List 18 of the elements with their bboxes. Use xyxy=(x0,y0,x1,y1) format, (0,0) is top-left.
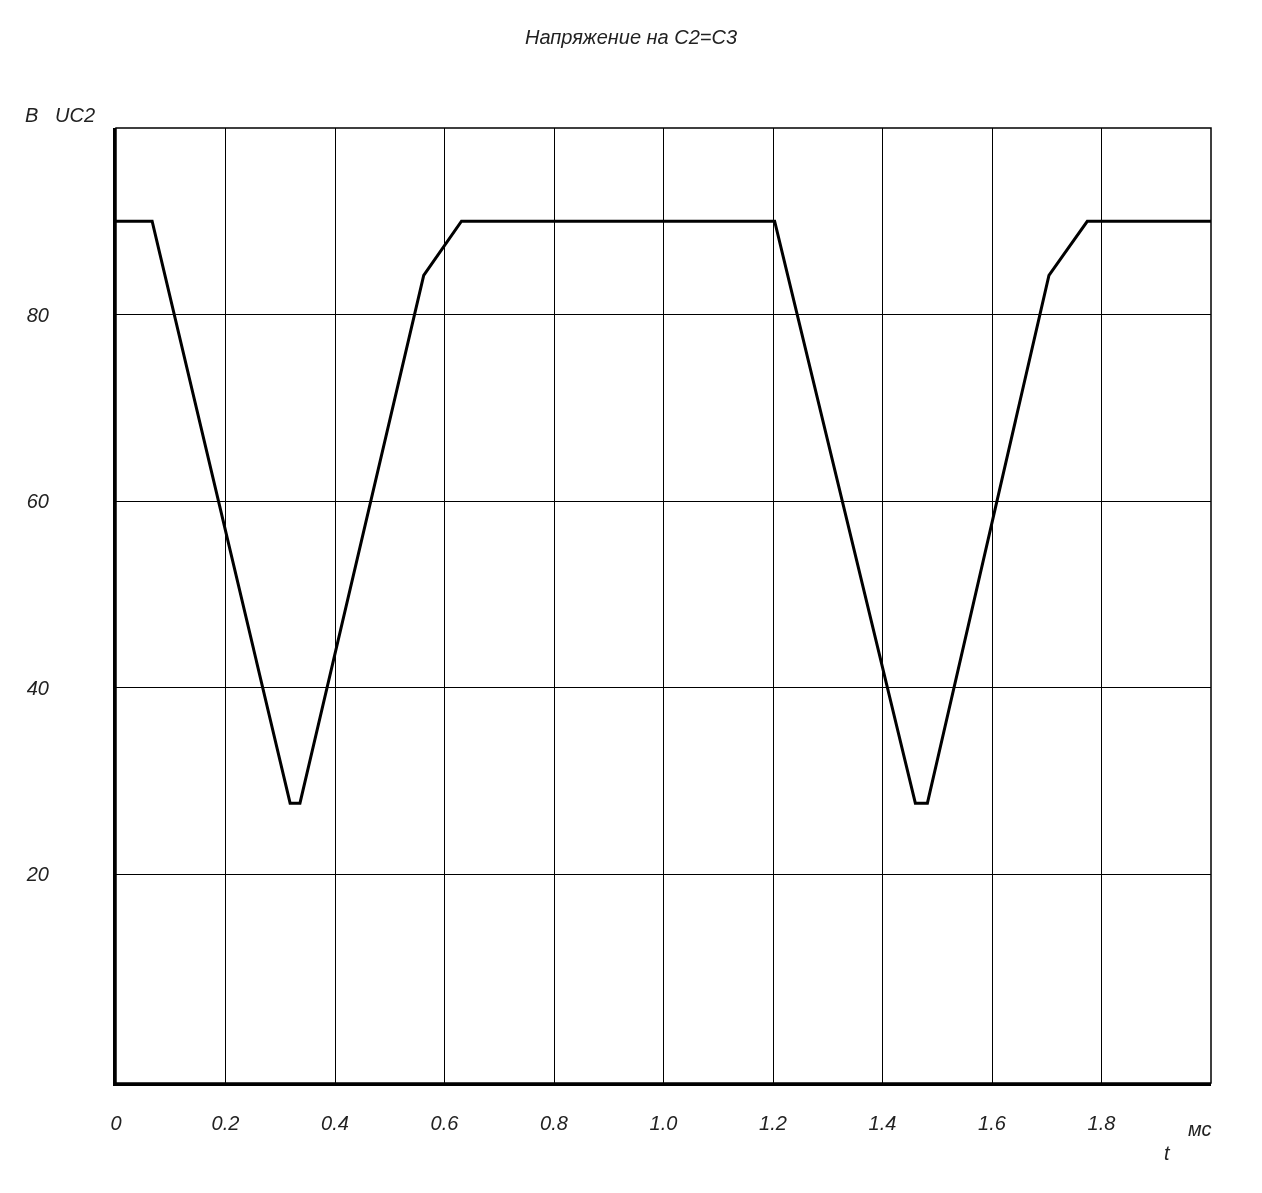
chart-title: Напряжение на С2=С3 xyxy=(524,25,738,48)
x-tick-label: 0 xyxy=(110,1112,122,1134)
x-tick-label: 1.6 xyxy=(978,1112,1007,1134)
x-tick-label: 0.6 xyxy=(430,1112,460,1134)
x-tick-label: 0.2 xyxy=(211,1112,240,1134)
y-tick-label: 60 xyxy=(26,490,49,513)
x-tick-label: 1.0 xyxy=(649,1112,678,1134)
y-tick-label: 40 xyxy=(26,676,49,699)
y-axis-title: В UC2 xyxy=(25,104,96,126)
y-tick-label: 20 xyxy=(25,863,49,886)
x-tick-label: 1.8 xyxy=(1087,1112,1116,1134)
x-tick-label: 0.8 xyxy=(540,1112,568,1134)
x-axis-title: мс xyxy=(1188,1118,1212,1140)
text: t xyxy=(1164,1142,1171,1164)
x-tick-label: 1.4 xyxy=(868,1112,897,1134)
y-tick-label: 80 xyxy=(26,303,49,326)
x-tick-label: 0.4 xyxy=(321,1112,349,1134)
x-tick-label: 1.2 xyxy=(759,1112,787,1134)
